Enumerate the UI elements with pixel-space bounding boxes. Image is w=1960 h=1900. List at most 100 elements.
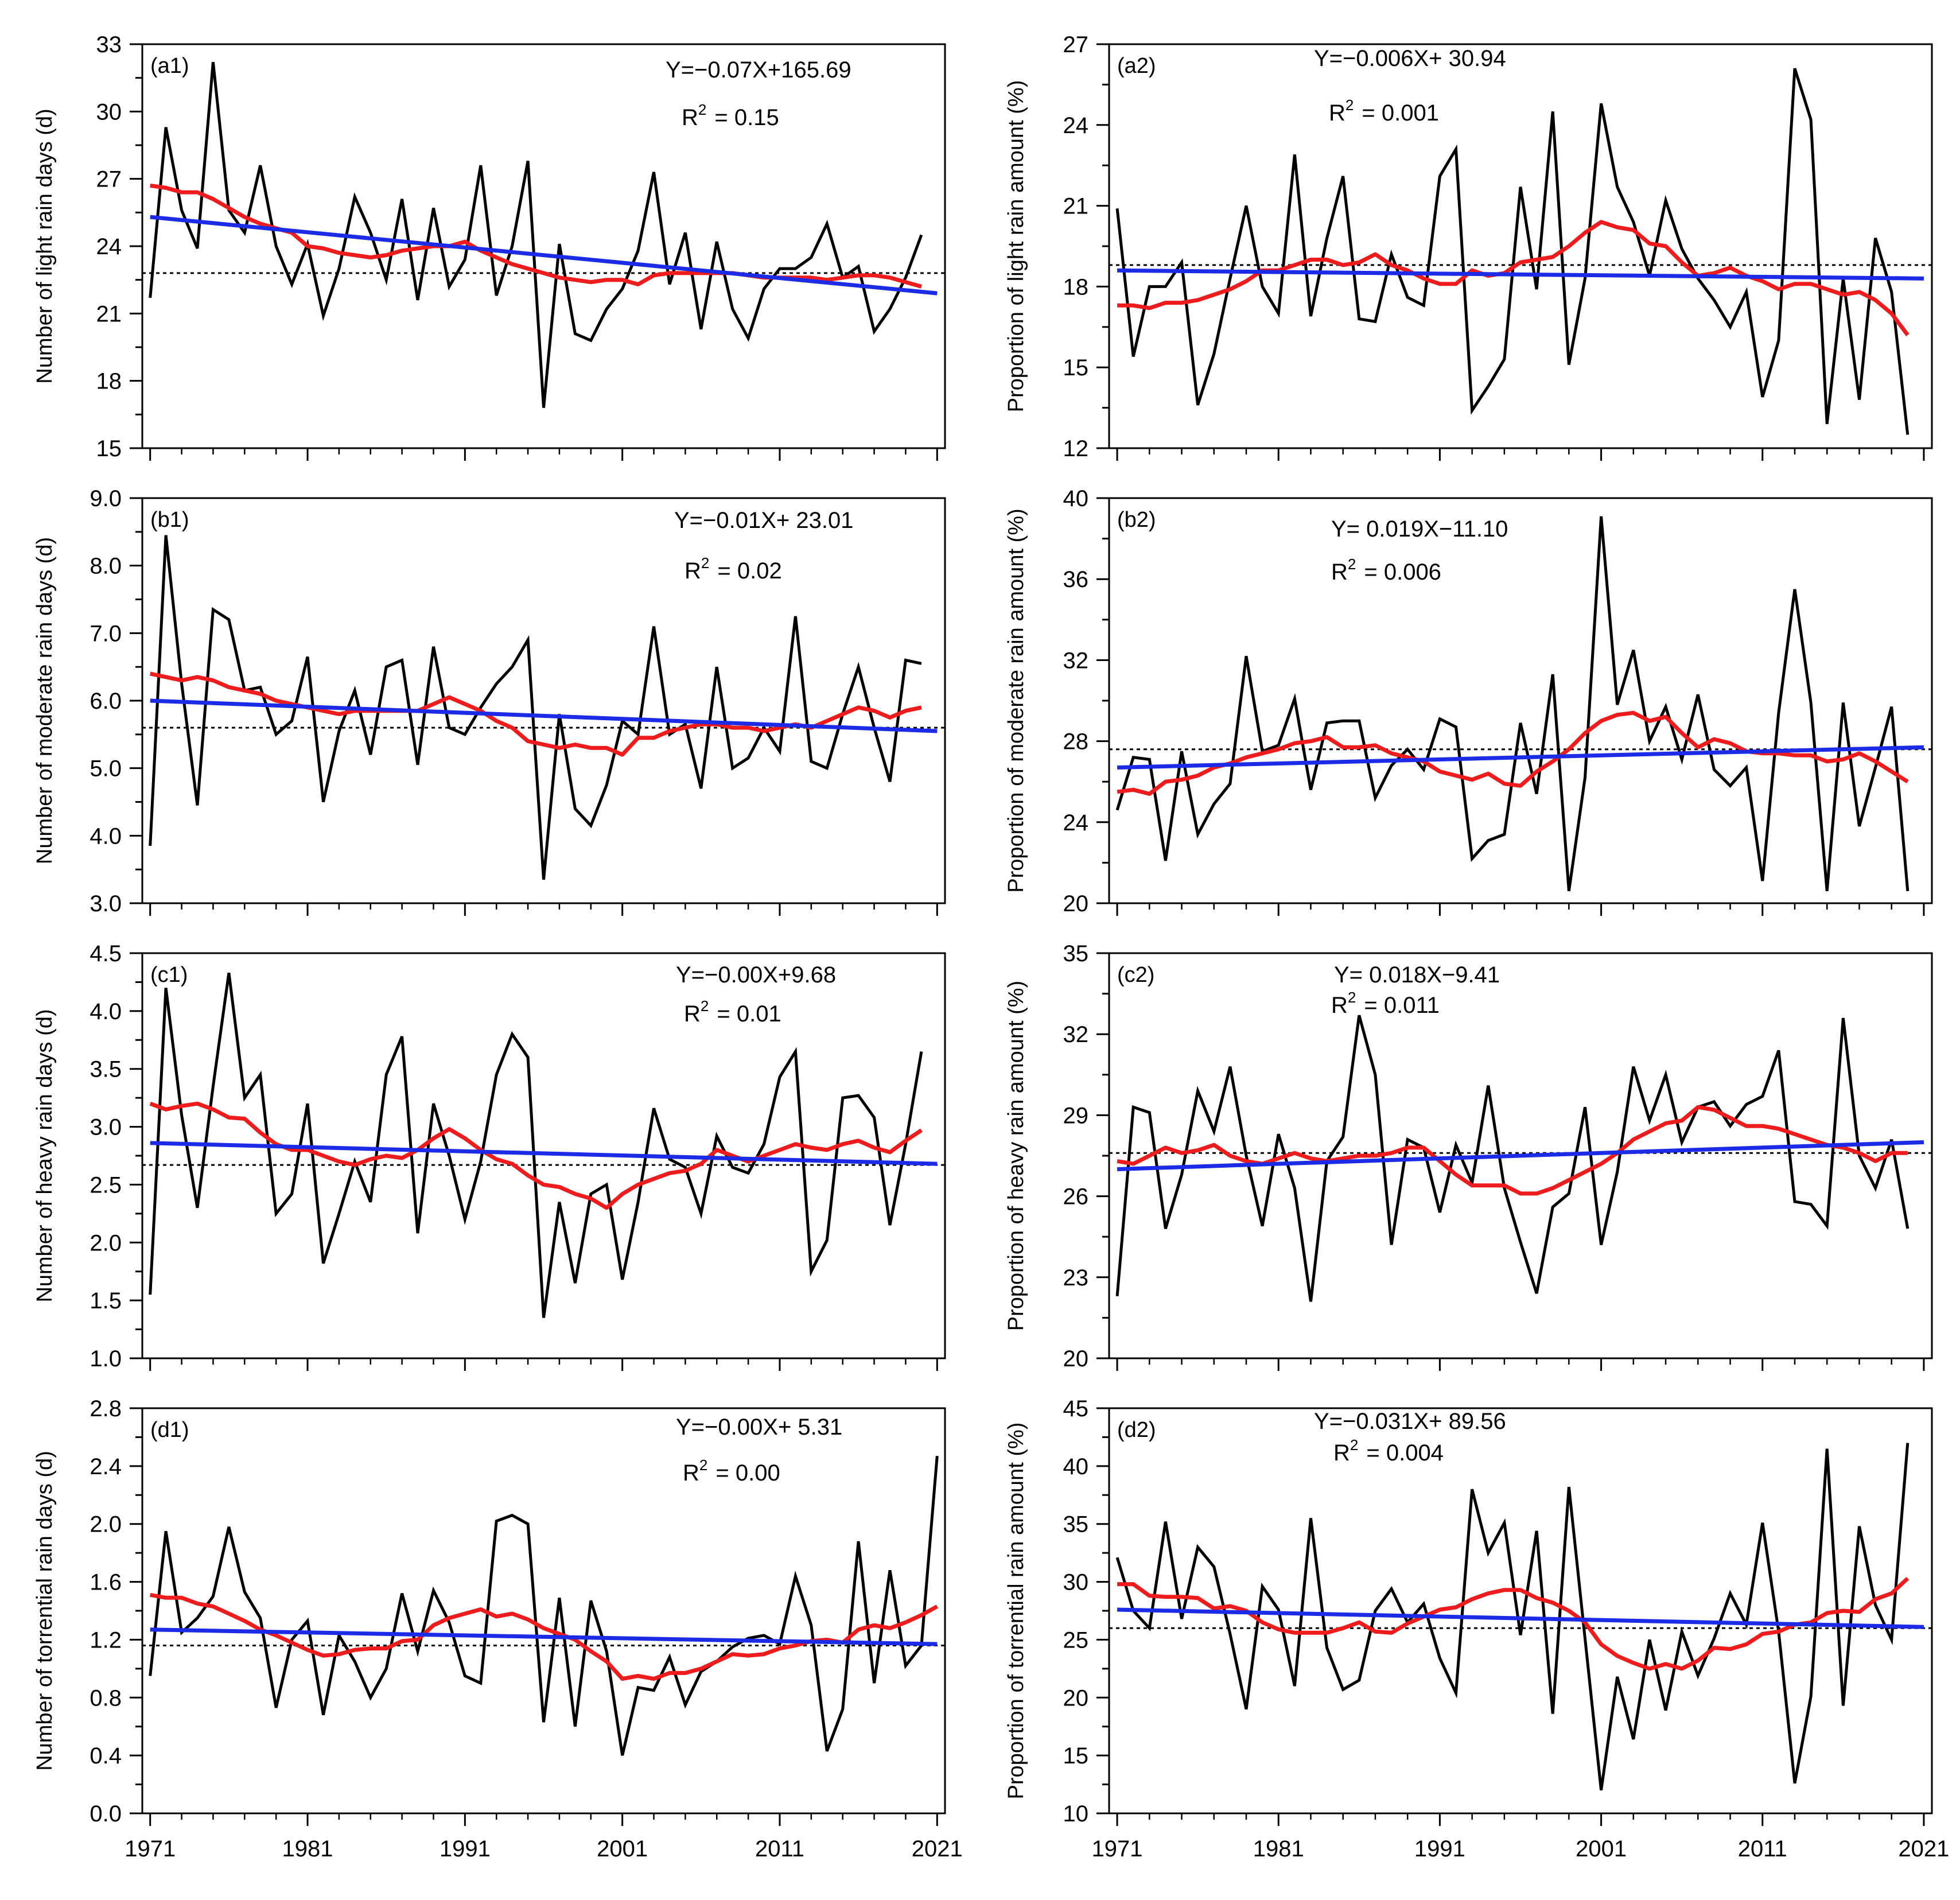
y-tick-label: 32 bbox=[1063, 648, 1089, 673]
r-squared-label: R2 = 0.006 bbox=[1331, 555, 1441, 585]
y-tick-label: 2.0 bbox=[90, 1512, 122, 1537]
annual-series-line bbox=[1115, 516, 1910, 892]
panel-label: (a2) bbox=[1117, 54, 1156, 78]
r-squared-superscript: 2 bbox=[698, 101, 706, 118]
y-tick-label: 35 bbox=[1063, 1512, 1089, 1537]
y-tick-label: 20 bbox=[1063, 891, 1089, 916]
plot-series-c1 bbox=[142, 972, 945, 1318]
panel-label: (c2) bbox=[1117, 963, 1154, 987]
linear-trend-line bbox=[1117, 745, 1924, 770]
r-squared-superscript: 2 bbox=[1348, 989, 1356, 1006]
r-squared-superscript: 2 bbox=[699, 1456, 707, 1474]
regression-equation: Y=−0.031X+ 89.56 bbox=[1314, 1409, 1506, 1434]
y-tick-label: 10 bbox=[1063, 1801, 1089, 1827]
y-tick-label: 20 bbox=[1063, 1685, 1089, 1711]
r-squared-label: R2 = 0.15 bbox=[682, 101, 779, 130]
y-tick-label: 15 bbox=[96, 436, 122, 461]
linear-trend-line bbox=[150, 698, 938, 733]
x-tick-label: 2011 bbox=[1738, 1836, 1787, 1862]
y-tick-label: 35 bbox=[1063, 941, 1089, 966]
linear-trend-line bbox=[1117, 1607, 1924, 1629]
r-squared-value: = 0.15 bbox=[714, 105, 779, 130]
y-tick-label: 6.0 bbox=[90, 689, 122, 714]
r-squared-label: R2 = 0.02 bbox=[685, 554, 782, 584]
y-tick-label: 1.2 bbox=[90, 1627, 122, 1653]
linear-trend-line bbox=[1117, 1140, 1924, 1172]
y-tick-label: 1.5 bbox=[90, 1288, 122, 1314]
y-tick-label: 0.0 bbox=[90, 1801, 122, 1827]
x-tick-label: 2021 bbox=[912, 1836, 963, 1862]
y-tick-label: 7.0 bbox=[90, 621, 122, 646]
r-squared-label: R2 = 0.001 bbox=[1329, 96, 1439, 126]
r-squared-prefix: R bbox=[683, 1460, 699, 1486]
r-squared-value: = 0.01 bbox=[717, 1001, 781, 1027]
regression-equation: Y=−0.006X+ 30.94 bbox=[1314, 46, 1506, 71]
panel-c2: 20 23 26 29 32 35 Proportion of heavy rain amo… bbox=[1004, 941, 1933, 1371]
y-axis-label: Number of heavy rain days (d) bbox=[33, 1009, 57, 1302]
plot-series-d2 bbox=[1109, 1443, 1932, 1791]
r-squared-superscript: 2 bbox=[701, 997, 709, 1015]
y-tick-label: 1.6 bbox=[90, 1570, 122, 1595]
y-tick-label: 1.0 bbox=[90, 1346, 122, 1371]
panel-b1: 3.0 4.0 5.0 6.0 7.0 8.0 9.0 Number of moderate … bbox=[33, 486, 946, 916]
y-tick-label: 4.5 bbox=[90, 941, 122, 966]
y-tick-label: 25 bbox=[1063, 1627, 1089, 1653]
panel-label: (b2) bbox=[1117, 508, 1156, 532]
y-tick-label: 18 bbox=[1063, 274, 1089, 300]
r-squared-superscript: 2 bbox=[1345, 96, 1354, 114]
annual-series-line bbox=[1115, 1443, 1910, 1791]
plot-series-a2 bbox=[1109, 68, 1932, 435]
y-tick-label: 20 bbox=[1063, 1346, 1089, 1371]
y-tick-label: 23 bbox=[1063, 1265, 1089, 1291]
y-tick-label: 24 bbox=[96, 234, 122, 259]
annual-series-line bbox=[149, 972, 923, 1318]
r-squared-prefix: R bbox=[1331, 559, 1348, 585]
x-tick-label: 1971 bbox=[125, 1836, 176, 1862]
x-tick-label: 2011 bbox=[755, 1836, 804, 1862]
plot-series-b2 bbox=[1109, 516, 1932, 892]
x-tick-label: 2001 bbox=[597, 1836, 648, 1862]
linear-trend-line bbox=[150, 215, 938, 296]
panel-d2: 10 15 20 25 30 35 40 45 1971 1981 1991 2001 2011 2021… bbox=[1004, 1396, 1949, 1862]
regression-equation: Y=−0.01X+ 23.01 bbox=[674, 508, 854, 533]
regression-equation: Y=−0.00X+ 5.31 bbox=[676, 1415, 842, 1440]
y-tick-label: 2.4 bbox=[90, 1454, 122, 1479]
x-tick-label: 1991 bbox=[1414, 1836, 1465, 1862]
y-tick-label: 15 bbox=[1063, 355, 1089, 380]
y-tick-label: 9.0 bbox=[90, 486, 122, 511]
r-squared-value: = 0.001 bbox=[1362, 100, 1439, 126]
annual-series-line bbox=[149, 535, 922, 880]
plot-series-d1 bbox=[142, 1455, 945, 1756]
y-tick-label: 27 bbox=[96, 167, 122, 192]
y-axis-label: Number of torrential rain days (d) bbox=[33, 1451, 57, 1771]
y-tick-label: 24 bbox=[1063, 113, 1089, 138]
x-tick-label: 2021 bbox=[1898, 1836, 1949, 1862]
y-tick-label: 21 bbox=[1063, 194, 1089, 219]
y-tick-label: 40 bbox=[1063, 486, 1089, 511]
panel-b2: 20 24 28 32 36 40 Proportion of moderate rain … bbox=[1004, 486, 1933, 916]
linear-trend-line bbox=[150, 1141, 938, 1166]
moving-average-line bbox=[1117, 1105, 1908, 1196]
y-tick-label: 24 bbox=[1063, 810, 1089, 836]
panel-label: (b1) bbox=[150, 508, 189, 532]
y-tick-label: 30 bbox=[1063, 1570, 1089, 1595]
panels: 15 18 21 24 27 30 33 Number of light rain days … bbox=[33, 32, 1949, 1862]
regression-equation: Y=−0.07X+165.69 bbox=[666, 57, 851, 83]
moving-average-line bbox=[1117, 710, 1909, 796]
annual-series-line bbox=[149, 1455, 939, 1756]
y-tick-label: 0.4 bbox=[90, 1743, 122, 1769]
y-axis-label: Proportion of heavy rain amount (%) bbox=[1004, 981, 1028, 1331]
panel-label: (d2) bbox=[1117, 1418, 1156, 1442]
y-tick-label: 33 bbox=[96, 32, 122, 57]
y-tick-label: 45 bbox=[1063, 1396, 1089, 1421]
r-squared-value: = 0.011 bbox=[1364, 993, 1440, 1018]
y-axis-label: Number of light rain days (d) bbox=[33, 108, 57, 383]
y-tick-label: 4.0 bbox=[90, 999, 122, 1024]
y-tick-label: 3.0 bbox=[90, 1115, 122, 1140]
r-squared-label: R2 = 0.011 bbox=[1331, 989, 1440, 1018]
x-tick-label: 1991 bbox=[440, 1836, 491, 1862]
regression-equation: Y= 0.018X−9.41 bbox=[1334, 962, 1500, 988]
y-tick-label: 29 bbox=[1063, 1103, 1089, 1128]
